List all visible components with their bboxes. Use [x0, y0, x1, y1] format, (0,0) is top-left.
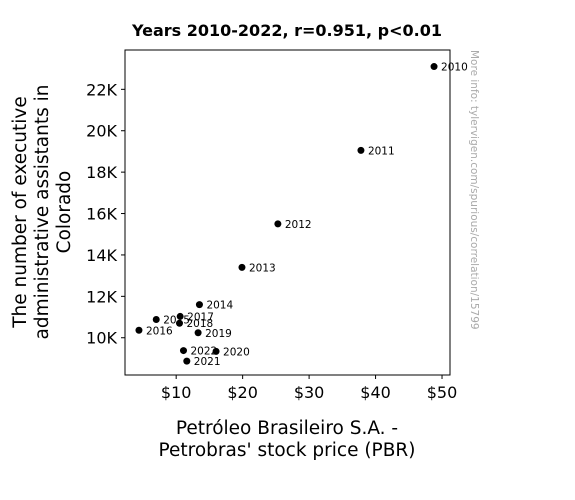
- point-label: 2018: [186, 318, 213, 330]
- x-axis-label: Petróleo Brasileiro S.A. -Petrobras' sto…: [159, 418, 416, 461]
- data-point: [194, 329, 202, 337]
- x-tick-label: $30: [294, 383, 325, 402]
- point-label: 2021: [194, 356, 221, 368]
- y-tick-label: 12K: [86, 287, 117, 306]
- watermark-text: More info: tylervigen.com/spurious/corre…: [468, 50, 480, 330]
- y-tick-label: 18K: [86, 163, 117, 182]
- y-tick-label: 10K: [86, 329, 117, 348]
- x-tick-label: $10: [161, 383, 192, 402]
- point-label: 2012: [285, 219, 312, 231]
- y-tick-label: 14K: [86, 246, 117, 265]
- y-tick-label: 20K: [86, 122, 117, 141]
- point-label: 2013: [249, 262, 276, 274]
- point-label: 2014: [206, 300, 233, 312]
- y-axis-label-line: administrative assistants in: [32, 85, 53, 340]
- data-point: [195, 301, 203, 309]
- data-point: [357, 146, 365, 154]
- y-axis-label: The number of executive administrative as…: [10, 85, 75, 340]
- point-label: 2010: [441, 62, 468, 74]
- x-axis-label-line: Petrobras' stock price (PBR): [159, 440, 416, 461]
- point-label: 2015: [163, 315, 190, 327]
- chart-title: Years 2010-2022, r=0.951, p<0.01: [131, 21, 442, 40]
- data-point: [183, 357, 191, 365]
- y-axis: 10K 12K 14K 16K 18K 20K 22K: [86, 80, 125, 348]
- data-point: [176, 312, 184, 320]
- points-layer: [135, 63, 438, 365]
- data-point: [152, 316, 160, 324]
- x-axis-label-line: Petróleo Brasileiro S.A. -: [176, 418, 398, 439]
- point-label: 2022: [190, 346, 217, 358]
- y-axis-label-line: Colorado: [54, 171, 75, 254]
- data-point: [135, 326, 143, 334]
- x-axis: $10 $20 $30 $40 $50: [161, 375, 457, 402]
- plot-area-frame: [124, 49, 451, 376]
- point-label: 2019: [205, 328, 232, 340]
- x-tick-label: $40: [360, 383, 391, 402]
- x-tick-label: $50: [427, 383, 458, 402]
- data-point: [179, 347, 187, 355]
- y-axis-label-line: The number of executive: [10, 96, 31, 329]
- point-label: 2017: [187, 311, 214, 323]
- y-tick-label: 16K: [86, 205, 117, 224]
- data-point: [175, 319, 183, 327]
- data-point: [238, 263, 246, 271]
- x-tick-label: $20: [227, 383, 258, 402]
- y-tick-label: 22K: [86, 80, 117, 99]
- data-point: [212, 347, 220, 355]
- point-label: 2016: [146, 325, 173, 337]
- data-point: [430, 63, 438, 71]
- point-label: 2020: [223, 346, 250, 358]
- data-point: [274, 220, 282, 228]
- point-label: 2011: [368, 145, 395, 157]
